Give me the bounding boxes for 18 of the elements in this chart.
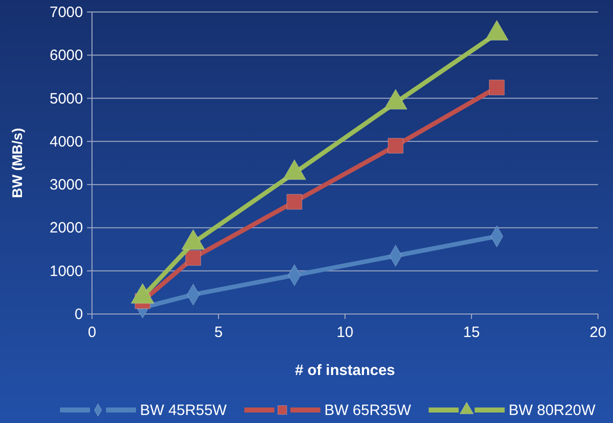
x-tick-label: 5	[214, 324, 223, 341]
legend-label: BW 45R55W	[140, 402, 228, 419]
y-axis-title: BW (MB/s)	[9, 128, 25, 198]
y-tick-label: 3000	[50, 176, 83, 194]
x-tick-label: 15	[463, 324, 480, 341]
x-axis-title: # of instances	[294, 362, 396, 379]
legend-label: BW 65R35W	[324, 402, 412, 419]
y-tick-label: 5000	[50, 90, 83, 108]
y-tick-label: 0	[74, 306, 83, 323]
y-tick-label: 1000	[50, 262, 83, 280]
x-tick-label: 20	[590, 324, 606, 341]
legend-label: BW 80R20W	[508, 402, 596, 419]
y-tick-label: 2000	[50, 220, 83, 237]
y-tick-label: 4000	[50, 133, 83, 150]
y-tick-label: 6000	[50, 47, 83, 64]
y-tick-label: 7000	[50, 4, 83, 21]
x-tick-label: 0	[88, 324, 96, 341]
x-tick-label: 10	[336, 324, 354, 341]
